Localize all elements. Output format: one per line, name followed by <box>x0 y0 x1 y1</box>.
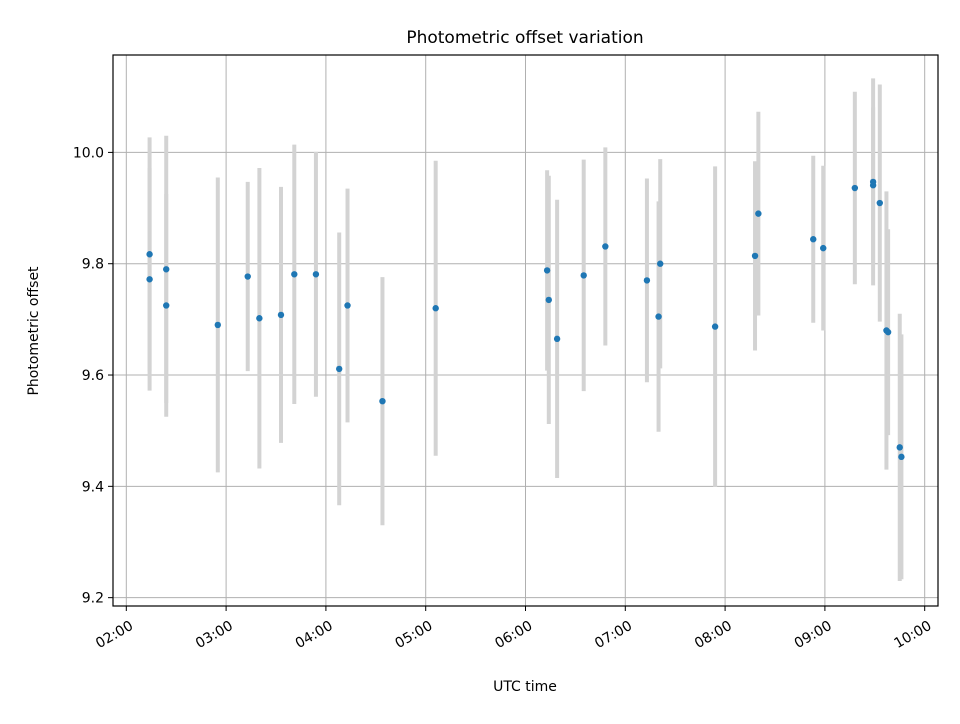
y-tick-label: 9.8 <box>82 257 104 273</box>
data-point <box>869 178 877 186</box>
data-point <box>214 321 221 329</box>
y-tick-label: 9.6 <box>82 368 104 384</box>
chart-title: Photometric offset variation <box>406 28 643 48</box>
data-point <box>379 397 386 405</box>
y-tick-label: 9.4 <box>82 479 104 495</box>
data-point <box>163 266 170 273</box>
data-point <box>146 251 153 258</box>
data-point <box>580 272 587 279</box>
y-axis-label: Photometric offset <box>26 266 42 396</box>
y-tick-layer: 9.2 9.4 9.6 9.8 10.0 <box>73 145 113 607</box>
data-point <box>711 323 719 330</box>
point-layer <box>146 178 905 461</box>
data-point <box>643 277 651 284</box>
data-point <box>898 453 905 461</box>
y-tick-label: 9.2 <box>82 591 104 607</box>
data-point <box>876 199 883 207</box>
x-axis-label: UTC time <box>493 679 557 695</box>
data-point <box>545 296 552 304</box>
data-point <box>810 236 817 243</box>
data-point <box>751 252 759 260</box>
data-point <box>291 271 298 278</box>
data-point <box>884 328 892 336</box>
data-point <box>344 302 351 309</box>
data-point <box>256 315 263 322</box>
y-tick-label: 10.0 <box>73 145 104 161</box>
data-point <box>163 302 170 309</box>
data-point <box>657 260 664 267</box>
data-point <box>553 335 561 343</box>
data-point <box>851 184 859 192</box>
data-point <box>312 271 320 278</box>
data-point <box>336 365 343 373</box>
data-point <box>755 210 762 217</box>
data-point <box>820 244 827 252</box>
data-point <box>655 313 662 320</box>
data-point <box>146 276 153 283</box>
data-point <box>543 267 551 274</box>
data-point <box>277 311 285 319</box>
data-point <box>432 305 439 312</box>
grid-layer <box>113 55 938 606</box>
data-point <box>244 273 251 280</box>
data-point <box>896 444 903 451</box>
data-point <box>602 243 609 250</box>
